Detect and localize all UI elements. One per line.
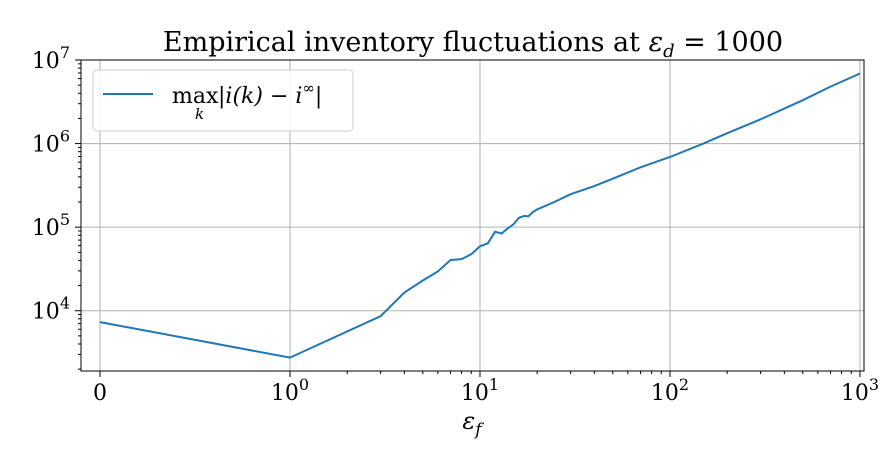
y-tick-label: 106 bbox=[32, 127, 70, 158]
chart-title: Empirical inventory fluctuations at εd =… bbox=[163, 27, 783, 62]
x-tick-label: 100 bbox=[271, 375, 309, 406]
plot-frame bbox=[80, 59, 865, 372]
legend-expression: |i(k) − i∞| bbox=[218, 79, 322, 109]
legend-box bbox=[92, 69, 354, 132]
y-tick-label: 105 bbox=[32, 210, 70, 241]
series-line bbox=[99, 72, 861, 359]
y-tick-label: 104 bbox=[32, 294, 70, 325]
x-axis-label: εf bbox=[462, 407, 484, 440]
legend-op-sub: k bbox=[195, 105, 204, 123]
axis-ticks: 0 100 101 102 103 104 105 106 107 bbox=[32, 43, 879, 406]
x-tick-label: 0 bbox=[93, 381, 107, 406]
x-tick-label: 101 bbox=[461, 375, 499, 406]
x-tick-label: 102 bbox=[651, 375, 689, 406]
legend-op: max bbox=[172, 84, 219, 109]
y-tick-label: 107 bbox=[32, 43, 70, 74]
x-tick-label: 103 bbox=[841, 375, 879, 406]
legend: max k |i(k) − i∞| bbox=[92, 69, 354, 132]
